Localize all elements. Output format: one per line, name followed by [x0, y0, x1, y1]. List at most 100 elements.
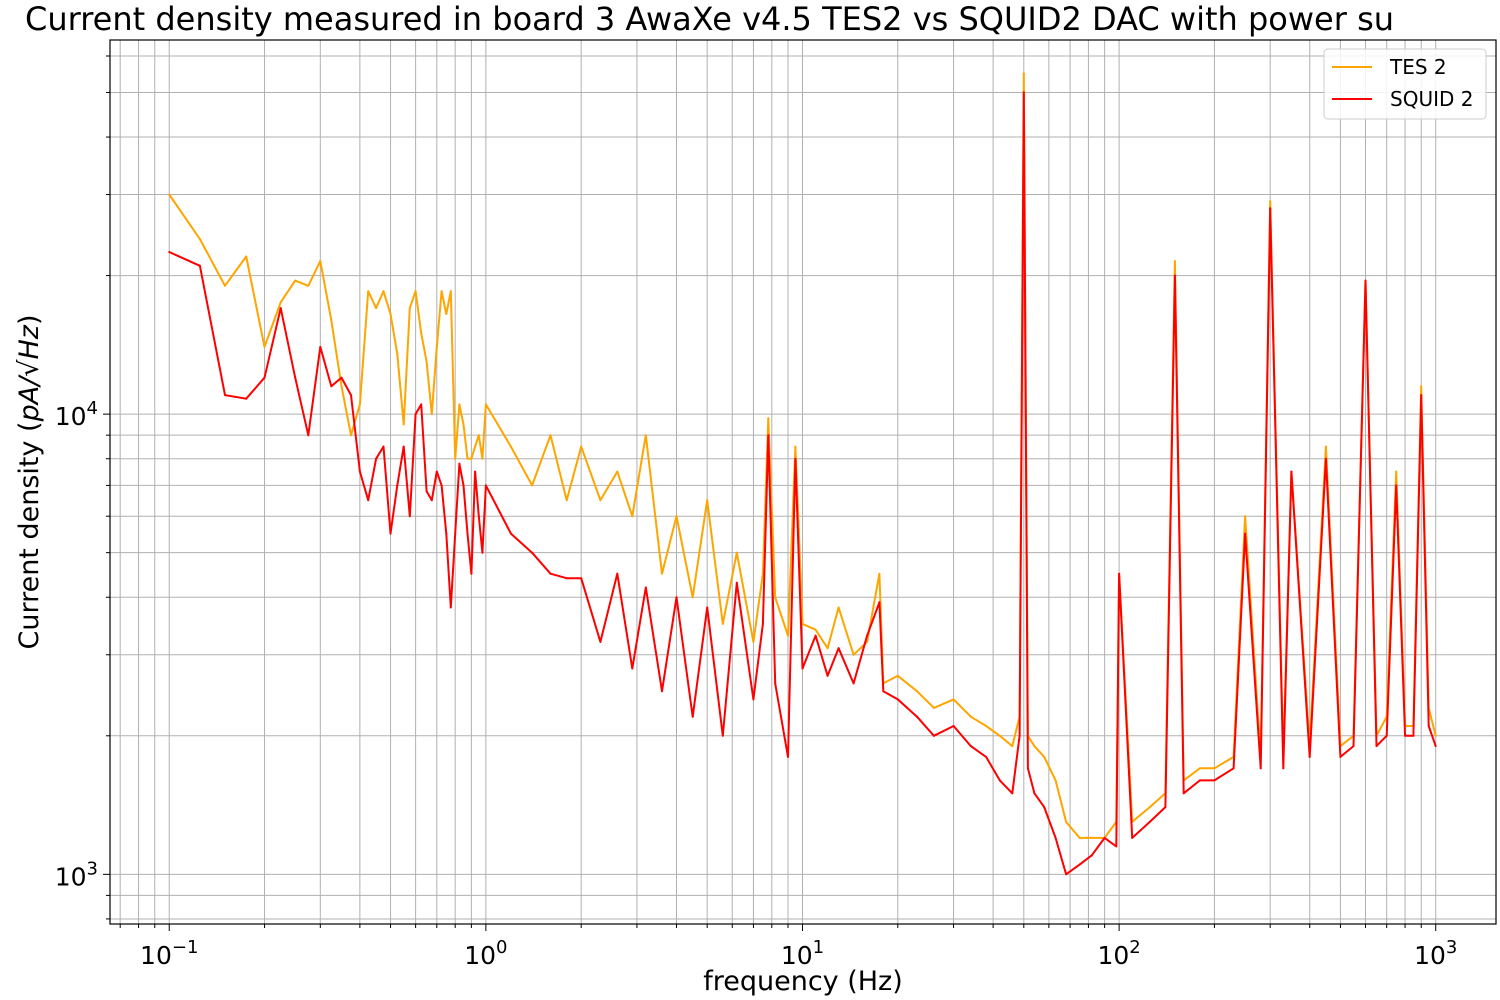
data-point-tes-2 [1395, 470, 1398, 473]
y-axis-label: Current density (pA/√Hz) [14, 314, 45, 649]
data-point-tes-2 [477, 434, 480, 437]
data-point-tes-2 [599, 499, 602, 502]
data-point-squid-2 [1427, 725, 1430, 727]
data-point-squid-2 [1131, 836, 1134, 839]
data-point-tes-2 [752, 640, 755, 643]
data-point-squid-2 [706, 606, 709, 609]
data-point-tes-2 [932, 706, 935, 709]
data-point-squid-2 [474, 470, 477, 473]
data-point-squid-2 [1232, 767, 1235, 770]
x-tick-label: 103 [1414, 937, 1457, 970]
data-point-squid-2 [1043, 806, 1046, 809]
data-point-squid-2 [580, 577, 583, 580]
data-point-tes-2 [1043, 755, 1046, 758]
data-point-tes-2 [279, 301, 282, 304]
data-point-tes-2 [531, 484, 534, 487]
data-point-squid-2 [1420, 394, 1423, 397]
data-point-squid-2 [661, 690, 663, 693]
data-point-squid-2 [691, 715, 694, 718]
data-point-tes-2 [330, 319, 333, 322]
data-point-tes-2 [787, 634, 789, 637]
data-point-squid-2 [1011, 792, 1014, 795]
data-point-squid-2 [837, 647, 840, 650]
data-point-squid-2 [1115, 845, 1118, 848]
x-tick-label: 102 [1097, 937, 1140, 970]
data-point-squid-2 [631, 667, 634, 670]
x-tick-label: 101 [781, 937, 824, 970]
data-point-squid-2 [761, 622, 764, 625]
data-point-tes-2 [1065, 820, 1068, 823]
data-point-tes-2 [367, 290, 370, 293]
data-point-tes-2 [509, 445, 512, 448]
data-point-squid-2 [1033, 792, 1036, 795]
data-point-tes-2 [985, 725, 988, 727]
data-point-squid-2 [330, 385, 333, 388]
data-point-tes-2 [382, 290, 385, 293]
data-point-tes-2 [350, 434, 352, 437]
data-point-squid-2 [454, 532, 457, 535]
data-point-squid-2 [1078, 863, 1081, 866]
data-point-tes-2 [549, 434, 552, 437]
data-point-squid-2 [1324, 457, 1327, 460]
data-point-tes-2 [952, 698, 955, 701]
data-point-squid-2 [998, 779, 1001, 782]
data-point-squid-2 [1065, 873, 1068, 876]
data-point-squid-2 [932, 734, 935, 737]
data-point-tes-2 [168, 193, 171, 196]
data-point-tes-2 [396, 353, 399, 356]
data-point-tes-2 [198, 238, 201, 241]
data-point-squid-2 [340, 376, 343, 379]
data-point-tes-2 [616, 470, 619, 473]
data-point-squid-2 [263, 376, 266, 379]
data-point-tes-2 [1420, 385, 1423, 388]
data-point-squid-2 [425, 490, 428, 493]
data-point-squid-2 [367, 499, 370, 502]
data-point-squid-2 [1364, 279, 1367, 282]
y-axis-label-suffix: ) [14, 314, 45, 325]
data-point-squid-2 [408, 515, 411, 518]
data-point-tes-2 [721, 622, 724, 625]
data-point-tes-2 [1198, 767, 1201, 770]
legend-label-squid-2: SQUID 2 [1390, 87, 1473, 111]
data-point-squid-2 [350, 394, 352, 397]
data-point-squid-2 [1259, 767, 1262, 770]
data-point-squid-2 [852, 682, 855, 685]
data-point-tes-2 [852, 653, 855, 656]
data-point-tes-2 [435, 345, 438, 348]
data-point-squid-2 [1173, 274, 1176, 277]
data-point-squid-2 [396, 484, 399, 487]
data-point-tes-2 [440, 290, 443, 293]
data-point-tes-2 [1054, 779, 1057, 782]
data-point-squid-2 [481, 551, 484, 554]
data-point-tes-2 [896, 674, 899, 677]
data-point-squid-2 [916, 715, 918, 718]
data-point-tes-2 [307, 284, 310, 287]
data-point-squid-2 [1198, 779, 1201, 782]
data-point-tes-2 [837, 606, 840, 609]
data-point-squid-2 [435, 470, 438, 473]
data-point-tes-2 [916, 690, 918, 693]
y-axis-label-math: pA/√Hz [14, 324, 45, 422]
data-point-squid-2 [952, 725, 955, 727]
data-point-squid-2 [644, 586, 647, 589]
data-point-squid-2 [1352, 745, 1355, 748]
data-point-tes-2 [866, 640, 869, 643]
data-point-squid-2 [168, 251, 171, 253]
data-point-squid-2 [1434, 745, 1437, 748]
data-point-tes-2 [245, 255, 248, 258]
data-point-tes-2 [767, 417, 770, 420]
data-point-squid-2 [1164, 806, 1167, 809]
data-point-tes-2 [484, 403, 487, 406]
series-layer [168, 72, 1437, 876]
x-axis-label: frequency (Hz) [703, 966, 903, 997]
data-point-squid-2 [307, 434, 310, 437]
plot-area [168, 72, 1437, 876]
data-point-tes-2 [1269, 200, 1272, 203]
data-point-tes-2 [1324, 445, 1327, 448]
legend-label-tes-2: TES 2 [1389, 55, 1447, 79]
data-point-squid-2 [1385, 734, 1388, 737]
data-point-squid-2 [814, 634, 817, 637]
data-point-squid-2 [1018, 734, 1021, 737]
data-point-squid-2 [462, 484, 465, 487]
